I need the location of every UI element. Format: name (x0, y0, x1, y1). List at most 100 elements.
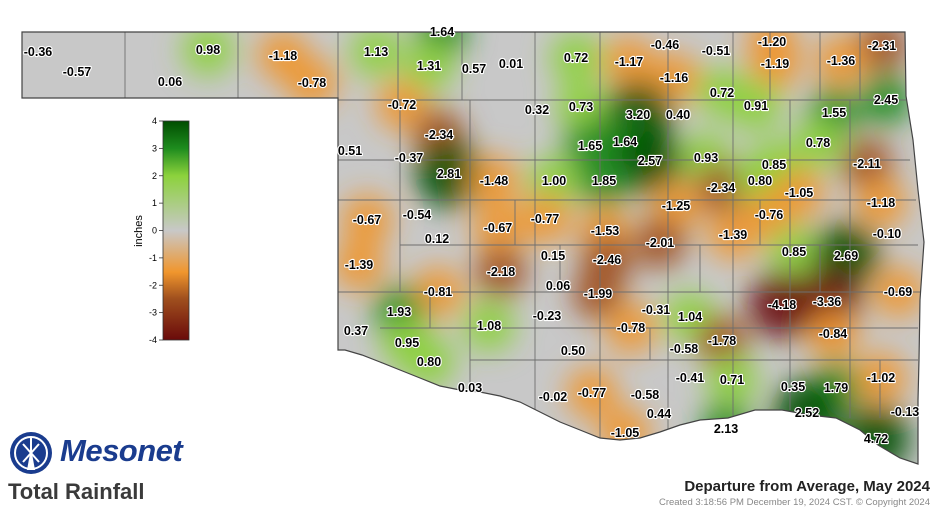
field-blob (706, 354, 758, 406)
field-blob (572, 268, 624, 320)
created-note: Created 3:18:56 PM December 19, 2024 CST… (658, 497, 930, 508)
field-blob (475, 246, 527, 298)
station-value: 3.20 (626, 108, 650, 122)
station-value: 0.72 (710, 86, 734, 100)
field-blob (182, 32, 234, 76)
station-value: 0.50 (561, 344, 585, 358)
station-values: -0.36-0.570.060.98 -1.18-0.781.131.641.31… (23, 24, 921, 447)
legend-colorbar (162, 120, 190, 341)
field-blob (792, 117, 844, 169)
legend-tick-label: -1 (149, 253, 157, 263)
legend-tick-label: -4 (149, 335, 157, 345)
station-value: -0.76 (755, 208, 784, 222)
field-blob (815, 35, 867, 87)
station-value: -1.02 (867, 371, 896, 385)
field-blob (415, 140, 483, 208)
station-value: 0.85 (762, 158, 786, 172)
station-value: -0.77 (578, 386, 607, 400)
station-value: -1.53 (591, 224, 620, 238)
station-value: -1.19 (761, 57, 790, 71)
map-title: Departure from Average, May 2024 (684, 478, 930, 495)
field-blob (578, 155, 630, 207)
station-value: -1.48 (480, 174, 509, 188)
station-value: -0.13 (891, 405, 920, 419)
product-title: Total Rainfall (8, 479, 145, 504)
station-value: 4.72 (864, 432, 888, 446)
station-value: -2.18 (487, 265, 516, 279)
field-blob (472, 202, 524, 254)
field-blob (555, 81, 607, 133)
legend-tick-label: 1 (152, 198, 157, 208)
state-outline (21, 31, 925, 465)
station-value: -0.72 (388, 98, 417, 112)
station-value: 0.15 (541, 249, 565, 263)
field-blob (730, 80, 782, 132)
field-blob (463, 300, 515, 352)
station-value: 0.06 (158, 75, 182, 89)
station-value: -2.11 (853, 157, 881, 171)
legend-tick-label: 0 (152, 226, 157, 236)
field-blob (616, 127, 684, 195)
station-value: 0.01 (499, 57, 523, 71)
station-value: -2.34 (425, 128, 454, 142)
station-value: 0.51 (338, 144, 362, 158)
station-value: 0.95 (395, 336, 419, 350)
legend-tick-label: 3 (152, 143, 157, 153)
station-value: 0.71 (720, 373, 744, 387)
station-value: -0.54 (403, 208, 432, 222)
station-value: 1.00 (542, 174, 566, 188)
station-value: 1.65 (578, 139, 602, 153)
station-value: 0.80 (417, 355, 441, 369)
station-value: 2.57 (638, 154, 662, 168)
field-blob (403, 336, 455, 388)
mesonet-windmill-logo-icon (10, 432, 52, 474)
station-value: -0.41 (676, 371, 705, 385)
field-blob (550, 32, 602, 84)
county-boundaries (124, 32, 920, 438)
field-blob (403, 40, 455, 92)
station-value: 0.73 (569, 100, 593, 114)
station-value: -4.18 (768, 298, 797, 312)
station-value: -0.51 (702, 44, 731, 58)
station-value: -0.67 (353, 213, 382, 227)
station-value: 0.32 (525, 103, 549, 117)
station-value: -1.18 (867, 196, 896, 210)
field-blob (350, 32, 402, 78)
station-value: -0.78 (617, 321, 646, 335)
station-value: -1.05 (785, 186, 814, 200)
station-value: -0.58 (631, 388, 660, 402)
station-value: 2.81 (437, 167, 461, 181)
station-value: 0.03 (458, 381, 482, 395)
station-value: 0.44 (647, 407, 671, 421)
station-value: -0.77 (531, 212, 560, 226)
field-blob (768, 226, 820, 278)
station-value: 1.79 (824, 381, 848, 395)
station-value: -0.46 (651, 38, 680, 52)
station-value: 2.52 (795, 406, 819, 420)
station-value: 1.31 (417, 59, 441, 73)
station-value: -0.57 (63, 65, 92, 79)
station-value: -2.31 (868, 39, 897, 53)
station-value: 0.93 (694, 151, 718, 165)
station-value: -1.16 (660, 71, 689, 85)
station-value: -1.17 (615, 55, 644, 69)
station-value: -0.67 (484, 221, 513, 235)
station-value: -1.99 (584, 287, 613, 301)
station-value: 0.78 (806, 136, 830, 150)
legend-tick-label: 4 (152, 116, 157, 126)
station-value: 1.55 (822, 106, 846, 120)
field-blob (333, 239, 385, 291)
station-value: -0.02 (539, 390, 568, 404)
station-value: 0.85 (782, 245, 806, 259)
field-blob (341, 194, 393, 246)
station-value: -0.37 (395, 151, 424, 165)
station-value: 0.57 (462, 62, 486, 76)
field-blob (695, 162, 747, 214)
legend-tick-label: -2 (149, 280, 157, 290)
station-value: -1.39 (345, 258, 374, 272)
station-value: 2.13 (714, 422, 738, 436)
station-value: 1.08 (477, 319, 501, 333)
station-value: -2.46 (593, 253, 622, 267)
field-blob (749, 38, 801, 90)
